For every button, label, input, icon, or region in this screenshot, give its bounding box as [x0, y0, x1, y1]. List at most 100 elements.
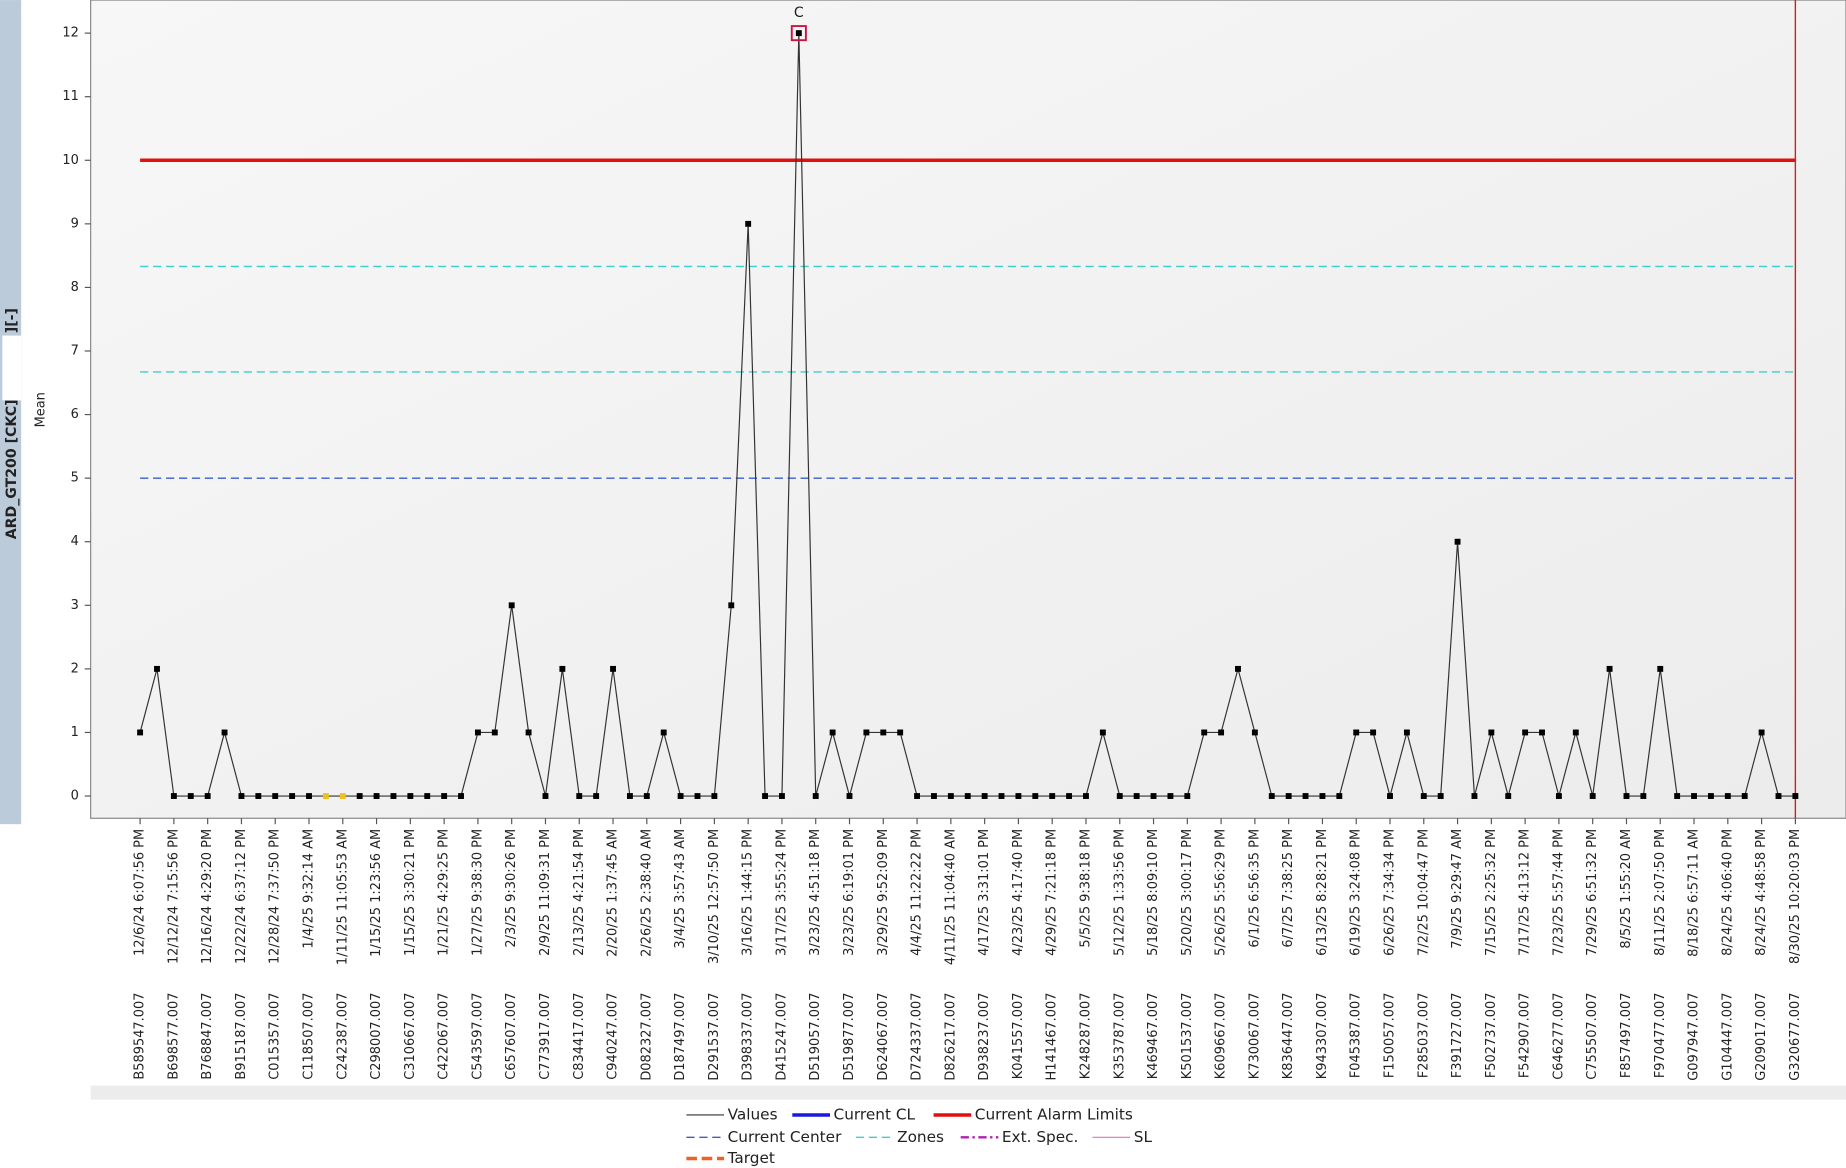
x-tick-label: 12/6/24 6:07:56 PM [133, 829, 148, 956]
y-tick-label: 5 [71, 471, 79, 486]
y-tick-label: 12 [62, 26, 78, 41]
y-tick-label: 1 [71, 725, 79, 740]
batch-id-label: C310667.007 [403, 993, 418, 1080]
batch-id-label: K248287.007 [1078, 993, 1093, 1080]
data-point [204, 793, 211, 799]
batch-id-label: F970477.007 [1653, 993, 1668, 1079]
data-point [373, 793, 380, 799]
data-point [306, 793, 312, 799]
data-point [407, 793, 414, 799]
x-tick-label: 2/20/25 1:37:45 AM [606, 829, 621, 957]
x-tick-label: 4/23/25 4:17:40 PM [1011, 829, 1026, 956]
data-point [289, 793, 296, 799]
data-point [339, 793, 346, 799]
batch-id-label: K469467.007 [1146, 993, 1161, 1080]
batch-id-label: D398337.007 [741, 993, 756, 1081]
y-tick-label: 9 [71, 216, 79, 231]
legend-label: SL [1134, 1128, 1153, 1146]
data-point [1251, 729, 1258, 736]
x-tick-label: 3/23/25 6:19:01 PM [842, 829, 857, 956]
x-tick-label: 5/18/25 8:09:10 PM [1146, 829, 1161, 956]
data-point [1099, 729, 1106, 736]
x-tick-label: 5/5/25 9:38:18 PM [1078, 829, 1093, 948]
x-tick-label: 12/16/24 4:29:20 PM [200, 829, 215, 964]
data-point [1268, 793, 1275, 799]
batch-id-label: K836447.007 [1281, 993, 1296, 1080]
data-point [1758, 729, 1765, 736]
batch-id-label: G209017.007 [1754, 993, 1769, 1081]
data-point [643, 793, 650, 799]
data-point [711, 793, 718, 799]
data-point [542, 793, 549, 799]
batch-id-label: F502737.007 [1484, 993, 1499, 1079]
batch-id-label: F045387.007 [1349, 993, 1364, 1079]
data-point [694, 793, 701, 799]
data-point [1437, 793, 1444, 799]
data-point [1539, 729, 1545, 736]
data-point [1150, 793, 1157, 799]
x-tick-label: 7/2/25 10:04:47 PM [1416, 829, 1431, 956]
x-tick-label: 6/13/25 8:28:21 PM [1315, 829, 1330, 956]
data-point [947, 793, 954, 799]
batch-id-label: F150057.007 [1383, 993, 1398, 1079]
x-tick-label: 8/18/25 6:57:11 AM [1687, 829, 1702, 957]
batch-id-label: B768847.007 [200, 993, 215, 1080]
y-axis-label: Mean [34, 392, 49, 427]
data-point [1336, 793, 1343, 799]
x-tick-label: 7/29/25 6:51:32 PM [1585, 829, 1600, 956]
batch-id-label: F857497.007 [1619, 993, 1634, 1079]
data-point [1724, 793, 1731, 799]
legend-label: Current Alarm Limits [975, 1105, 1133, 1123]
batch-id-label: D187497.007 [673, 993, 688, 1081]
data-point [441, 793, 448, 799]
data-point [1420, 793, 1427, 799]
plot-area [90, 0, 1846, 819]
data-point [863, 729, 870, 736]
data-point [1083, 793, 1089, 799]
data-point [981, 793, 988, 799]
scrollbar [90, 1085, 1846, 1100]
data-point [1235, 665, 1241, 672]
batch-id-label: C015357.007 [268, 993, 283, 1080]
legend-label: Ext. Spec. [1002, 1128, 1079, 1146]
data-point [1488, 729, 1495, 736]
batch-id-label: C543597.007 [470, 993, 485, 1080]
batch-id-label: C646277.007 [1551, 993, 1566, 1080]
x-tick-label: 5/26/25 5:56:29 PM [1214, 829, 1229, 956]
y-tick-label: 2 [71, 661, 79, 676]
data-point [1623, 793, 1630, 799]
x-tick-label: 3/4/25 3:57:43 AM [673, 829, 688, 949]
data-point [1015, 793, 1022, 799]
x-tick-label: 1/15/25 1:23:56 AM [369, 829, 384, 957]
data-point [1775, 793, 1782, 799]
data-point [1640, 793, 1647, 799]
side-strip [0, 0, 22, 825]
data-point [829, 729, 836, 736]
batch-id-label: D938237.007 [977, 993, 992, 1081]
legend-label: Target [727, 1149, 775, 1167]
data-point [508, 602, 515, 609]
data-point [1302, 793, 1309, 799]
annotation: C [794, 5, 804, 21]
data-point [491, 729, 498, 736]
x-tick-label: 3/10/25 12:57:50 PM [707, 829, 722, 964]
data-point [1572, 729, 1579, 736]
data-point [880, 729, 887, 736]
data-point [1116, 793, 1123, 799]
data-point [1032, 793, 1039, 799]
data-point [1285, 793, 1292, 799]
data-point [1505, 793, 1512, 799]
data-point [390, 793, 397, 799]
batch-id-label: F542907.007 [1518, 993, 1533, 1079]
batch-id-label: C834417.007 [572, 993, 587, 1080]
data-point [1589, 793, 1596, 799]
batch-id-label: C298007.007 [369, 993, 384, 1080]
data-point [255, 793, 262, 799]
batch-id-label: K943307.007 [1315, 993, 1330, 1080]
data-point [1606, 665, 1613, 672]
x-tick-label: 8/5/25 1:55:20 AM [1619, 829, 1634, 949]
data-point [1707, 793, 1714, 799]
data-point [778, 793, 785, 799]
data-point [1370, 729, 1377, 736]
